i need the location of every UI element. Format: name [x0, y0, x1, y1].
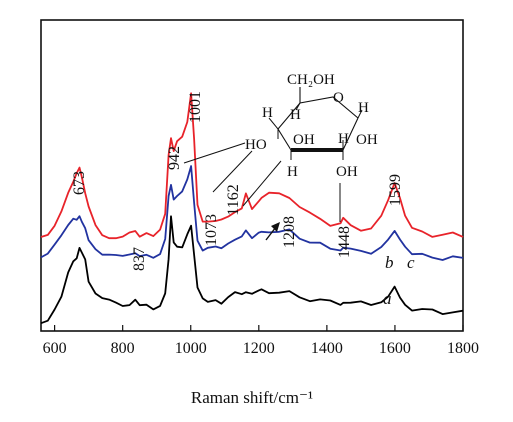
peak-label-1599: 1599 — [387, 174, 404, 206]
bond-h-c1b — [357, 109, 363, 119]
x-tick-label-1400: 1400 — [311, 340, 343, 357]
label-ch2oh: CH₂OH — [287, 72, 335, 88]
label-ho: HO — [245, 137, 267, 153]
x-tick-label-1000: 1000 — [175, 340, 207, 357]
bond-h-c5 — [295, 102, 301, 111]
series-label-b: b — [385, 253, 394, 272]
label-h-c3: H — [287, 164, 298, 180]
label-h-c2: H — [338, 131, 349, 147]
glucose-structure: CH₂OH O H H H H H HO OH OH OH — [245, 72, 378, 180]
ring-outline — [277, 96, 359, 130]
series-letters: a b c — [383, 253, 415, 308]
ring-right-back — [342, 117, 359, 151]
label-h-right: H — [358, 100, 369, 116]
x-tick-labels: 600 800 1000 1200 1400 1600 1800 — [43, 340, 479, 357]
x-tick-label-800: 800 — [111, 340, 135, 357]
series-line-c — [40, 92, 464, 240]
peak-label-1448: 1448 — [336, 226, 353, 258]
x-tick-label-1800: 1800 — [447, 340, 479, 357]
series-label-a: a — [383, 289, 392, 308]
label-ring-o: O — [333, 90, 344, 106]
x-tick-label-600: 600 — [43, 340, 67, 357]
leader-1073 — [212, 150, 253, 193]
ring-left-back — [277, 128, 292, 151]
leader-1162 — [242, 160, 282, 207]
label-oh-c2: OH — [336, 164, 358, 180]
x-ticks — [54, 325, 464, 331]
series-label-c: c — [407, 253, 415, 272]
label-h-c5: H — [290, 107, 301, 123]
label-oh-c1: OH — [356, 132, 378, 148]
series-line-b — [40, 165, 464, 261]
x-tick-label-1600: 1600 — [379, 340, 411, 357]
peak-label-1162: 1162 — [225, 184, 242, 215]
x-axis-title: Raman shift/cm⁻¹ — [191, 388, 313, 407]
peak-label-1073: 1073 — [203, 214, 220, 246]
label-oh-c4: OH — [293, 132, 315, 148]
leader-942 — [183, 142, 246, 164]
leader-lines — [183, 142, 341, 222]
peak-label-1208: 1208 — [281, 216, 298, 248]
series-lines — [40, 92, 464, 325]
label-h-left: H — [262, 105, 273, 121]
plot-frame — [40, 19, 464, 332]
peak-label-673: 673 — [71, 171, 88, 195]
x-tick-label-1200: 1200 — [243, 340, 275, 357]
series-line-a — [40, 215, 464, 325]
peak-label-837: 837 — [131, 247, 148, 271]
peak-label-1001: 1001 — [187, 91, 204, 123]
bond-h-c1 — [268, 117, 279, 130]
peak-labels: 673 837 942 1001 1073 1162 1208 1448 159… — [71, 91, 404, 271]
arrow-1208 — [265, 222, 280, 241]
peak-label-942: 942 — [166, 146, 183, 170]
